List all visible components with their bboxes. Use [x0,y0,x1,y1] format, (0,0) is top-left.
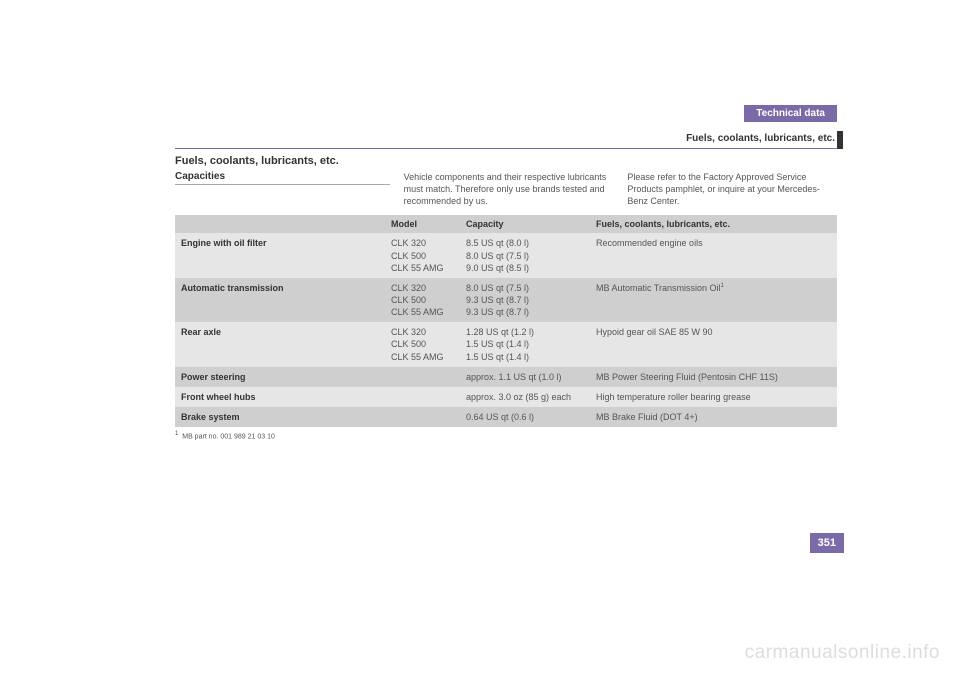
row-capacity: 1.28 US qt (1.2 l) 1.5 US qt (1.4 l) 1.5… [460,322,590,366]
page-number: 351 [810,533,844,553]
intro-columns: Capacities Vehicle components and their … [175,171,837,207]
watermark: carmanualsonline.info [745,642,940,664]
row-model: CLK 320 CLK 500 CLK 55 AMG [385,233,460,277]
page-content: Technical data Fuels, coolants, lubrican… [175,105,837,440]
row-capacity: approx. 1.1 US qt (1.0 l) [460,367,590,387]
row-fuels: MB Brake Fluid (DOT 4+) [590,407,837,427]
row-model [385,407,460,427]
table-row: Power steering approx. 1.1 US qt (1.0 l)M… [175,367,837,387]
table-header-row: Model Capacity Fuels, coolants, lubrican… [175,215,837,233]
footnote-marker: 1 [175,431,178,437]
col-fuels: Fuels, coolants, lubricants, etc. [590,215,837,233]
row-label: Automatic transmission [175,278,385,322]
section-title: Fuels, coolants, lubricants, etc. [175,155,837,167]
row-fuels: High temperature roller bearing grease [590,387,837,407]
row-fuels: Recommended engine oils [590,233,837,277]
intro-left: Capacities [175,171,390,207]
col-capacity: Capacity [460,215,590,233]
capacities-table: Model Capacity Fuels, coolants, lubrican… [175,215,837,427]
header-subtitle: Fuels, coolants, lubricants, etc. [686,133,837,146]
table-row: Engine with oil filterCLK 320 CLK 500 CL… [175,233,837,277]
table-row: Rear axleCLK 320 CLK 500 CLK 55 AMG1.28 … [175,322,837,366]
header-subtitle-row: Fuels, coolants, lubricants, etc. [175,133,837,149]
intro-mid: Vehicle components and their respective … [404,171,614,207]
header-bar: Technical data [175,105,837,131]
header-marker-icon [837,131,843,149]
row-label: Brake system [175,407,385,427]
row-label: Rear axle [175,322,385,366]
footnote: 1 MB part no. 001 989 21 03 10 [175,431,837,440]
row-label: Power steering [175,367,385,387]
row-fuels: MB Automatic Transmission Oil1 [590,278,837,322]
row-label: Engine with oil filter [175,233,385,277]
intro-right: Please refer to the Factory Approved Ser… [627,171,837,207]
row-model [385,387,460,407]
row-capacity: 0.64 US qt (0.6 l) [460,407,590,427]
header-tab: Technical data [744,105,837,122]
col-blank [175,215,385,233]
row-model [385,367,460,387]
row-label: Front wheel hubs [175,387,385,407]
row-fuels-sup: 1 [721,283,724,289]
row-model: CLK 320 CLK 500 CLK 55 AMG [385,322,460,366]
table-row: Automatic transmissionCLK 320 CLK 500 CL… [175,278,837,322]
row-capacity: 8.5 US qt (8.0 l) 8.0 US qt (7.5 l) 9.0 … [460,233,590,277]
row-fuels: MB Power Steering Fluid (Pentosin CHF 11… [590,367,837,387]
row-capacity: 8.0 US qt (7.5 l) 9.3 US qt (8.7 l) 9.3 … [460,278,590,322]
row-fuels: Hypoid gear oil SAE 85 W 90 [590,322,837,366]
table-row: Front wheel hubs approx. 3.0 oz (85 g) ea… [175,387,837,407]
row-capacity: approx. 3.0 oz (85 g) each [460,387,590,407]
row-model: CLK 320 CLK 500 CLK 55 AMG [385,278,460,322]
footnote-text: MB part no. 001 989 21 03 10 [182,433,275,440]
capacities-subhead: Capacities [175,171,390,185]
col-model: Model [385,215,460,233]
table-row: Brake system 0.64 US qt (0.6 l)MB Brake F… [175,407,837,427]
